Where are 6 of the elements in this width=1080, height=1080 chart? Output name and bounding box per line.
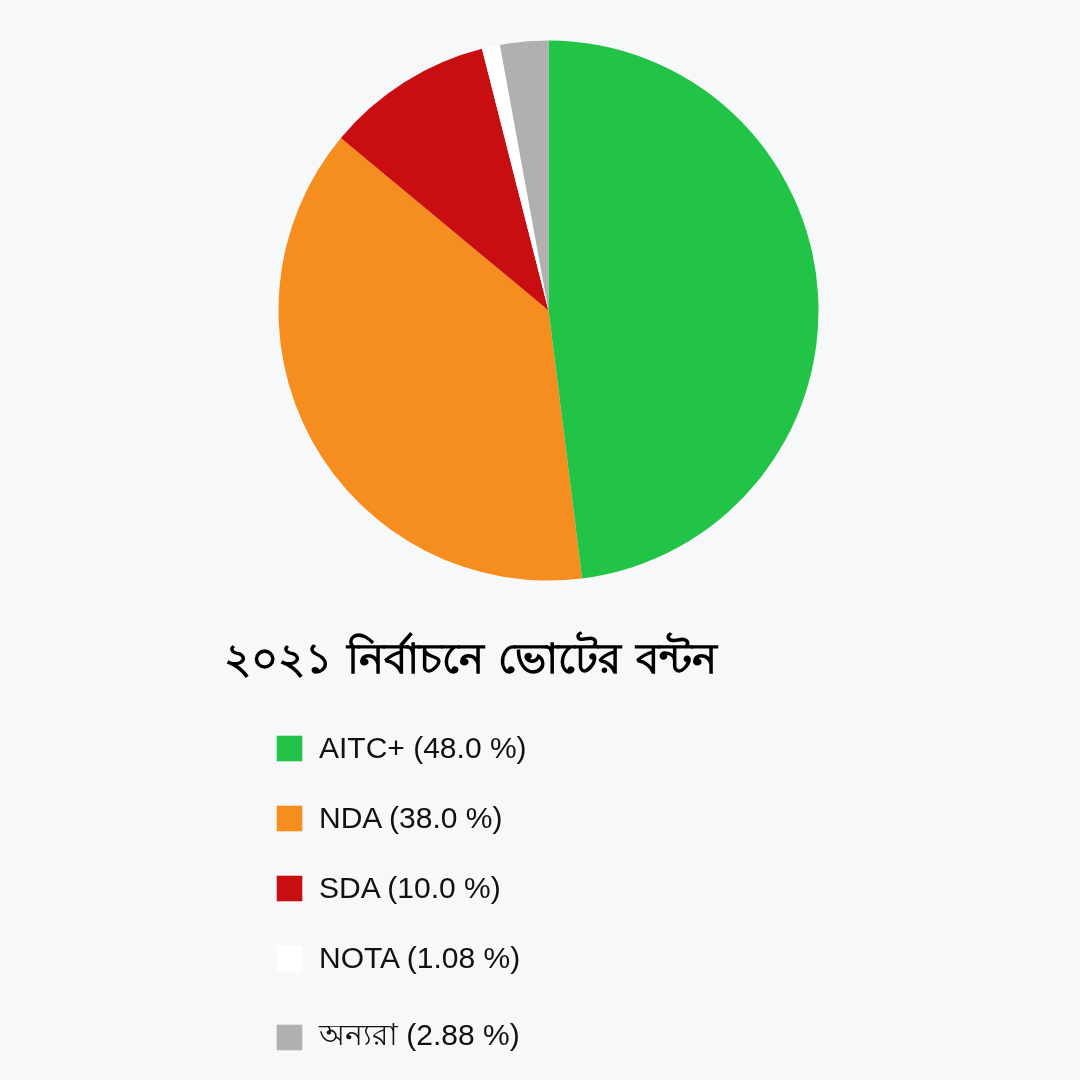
legend-label: AITC+ (48.0 %) (319, 731, 527, 765)
legend-label: NDA (38.0 %) (319, 801, 503, 835)
legend-label: অন্যরা (2.88 %) (319, 1017, 520, 1053)
text: ২০২১ নির্বাচনে ভোটের বন্টন (224, 631, 719, 683)
legend-label: NOTA (1.08 %) (319, 941, 521, 975)
legend-label: SDA (10.0 %) (319, 871, 501, 905)
